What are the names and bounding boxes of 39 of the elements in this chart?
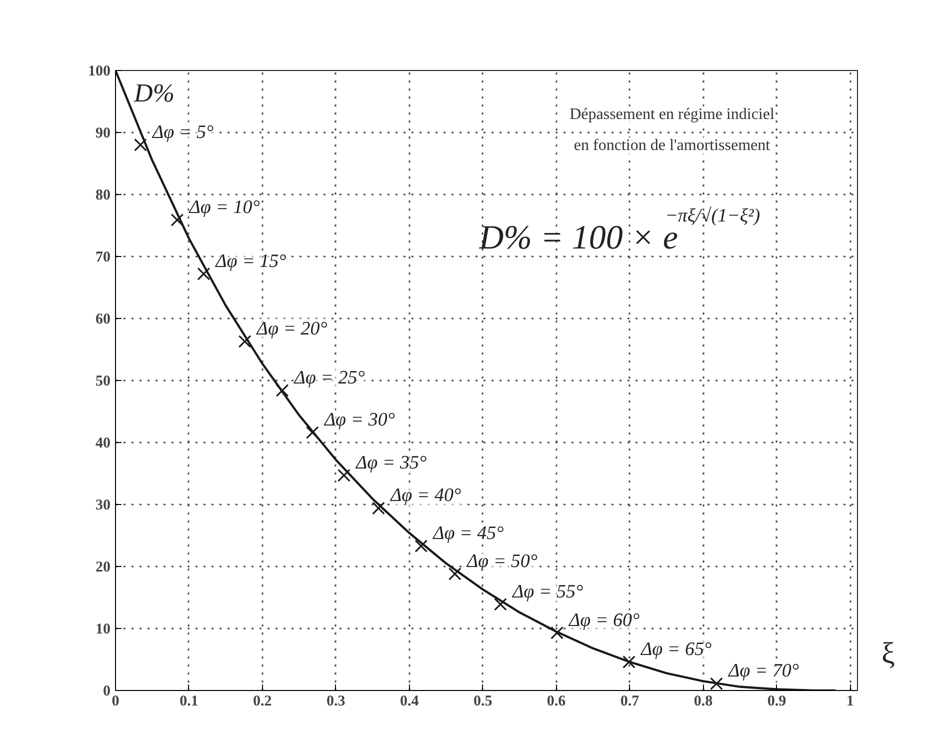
y-tick-label: 80 (96, 188, 110, 204)
y-tick-label: 20 (96, 560, 110, 576)
x-tick-label: 0.6 (546, 694, 566, 710)
x-tick-label: 0.1 (180, 694, 198, 710)
y-tick-label: 100 (88, 64, 110, 80)
annotation: Δφ = 30° (323, 410, 396, 431)
annotation: Δφ = 15° (214, 250, 287, 272)
annotation: Δφ = 45° (432, 523, 504, 544)
annotation: Δφ = 65° (640, 638, 712, 660)
annotation: Δφ = 70° (727, 660, 800, 682)
y-tick-label: 10 (96, 622, 110, 638)
annotation: Δφ = 60° (568, 610, 640, 631)
y-tick-label: 90 (96, 126, 110, 142)
y-tick-label: 0 (103, 684, 110, 700)
x-tick-label: 1 (846, 694, 854, 710)
x-tick-label: 0.4 (400, 694, 420, 710)
annotation: Δφ = 50° (466, 550, 538, 572)
x-tick-label: 0.7 (620, 694, 640, 710)
x-tick-label: 0.9 (767, 694, 786, 710)
annotation: Δφ = 10° (188, 196, 260, 218)
x-tick-label: 0.5 (473, 694, 492, 710)
x-tick-label: 0.2 (253, 694, 272, 710)
x-tick-label: 0.8 (694, 694, 713, 710)
x-tick-label: 0.3 (326, 694, 346, 710)
annotation: Δφ = 25° (293, 367, 366, 388)
y-tick-label: 60 (96, 312, 110, 328)
y-tick-label: 40 (96, 436, 110, 452)
annotation: Δφ = 40° (390, 485, 462, 506)
annotation: Δφ = 5° (151, 122, 214, 143)
annotation: Δφ = 55° (511, 581, 584, 602)
text: Dépassement en régime indiciel en fonction de l'amortissement (570, 106, 775, 154)
annotation: Δφ = 20° (256, 318, 328, 340)
y-axis-title: D% (133, 78, 174, 108)
annotation: Δφ = 35° (354, 452, 427, 474)
x-axis-title: ξ (882, 636, 895, 670)
y-tick-label: 70 (96, 250, 110, 266)
annotation: D% = 100 × e−πξ/√(1−ξ²) (478, 206, 760, 256)
y-tick-label: 50 (96, 374, 110, 390)
y-tick-label: 30 (96, 498, 110, 514)
